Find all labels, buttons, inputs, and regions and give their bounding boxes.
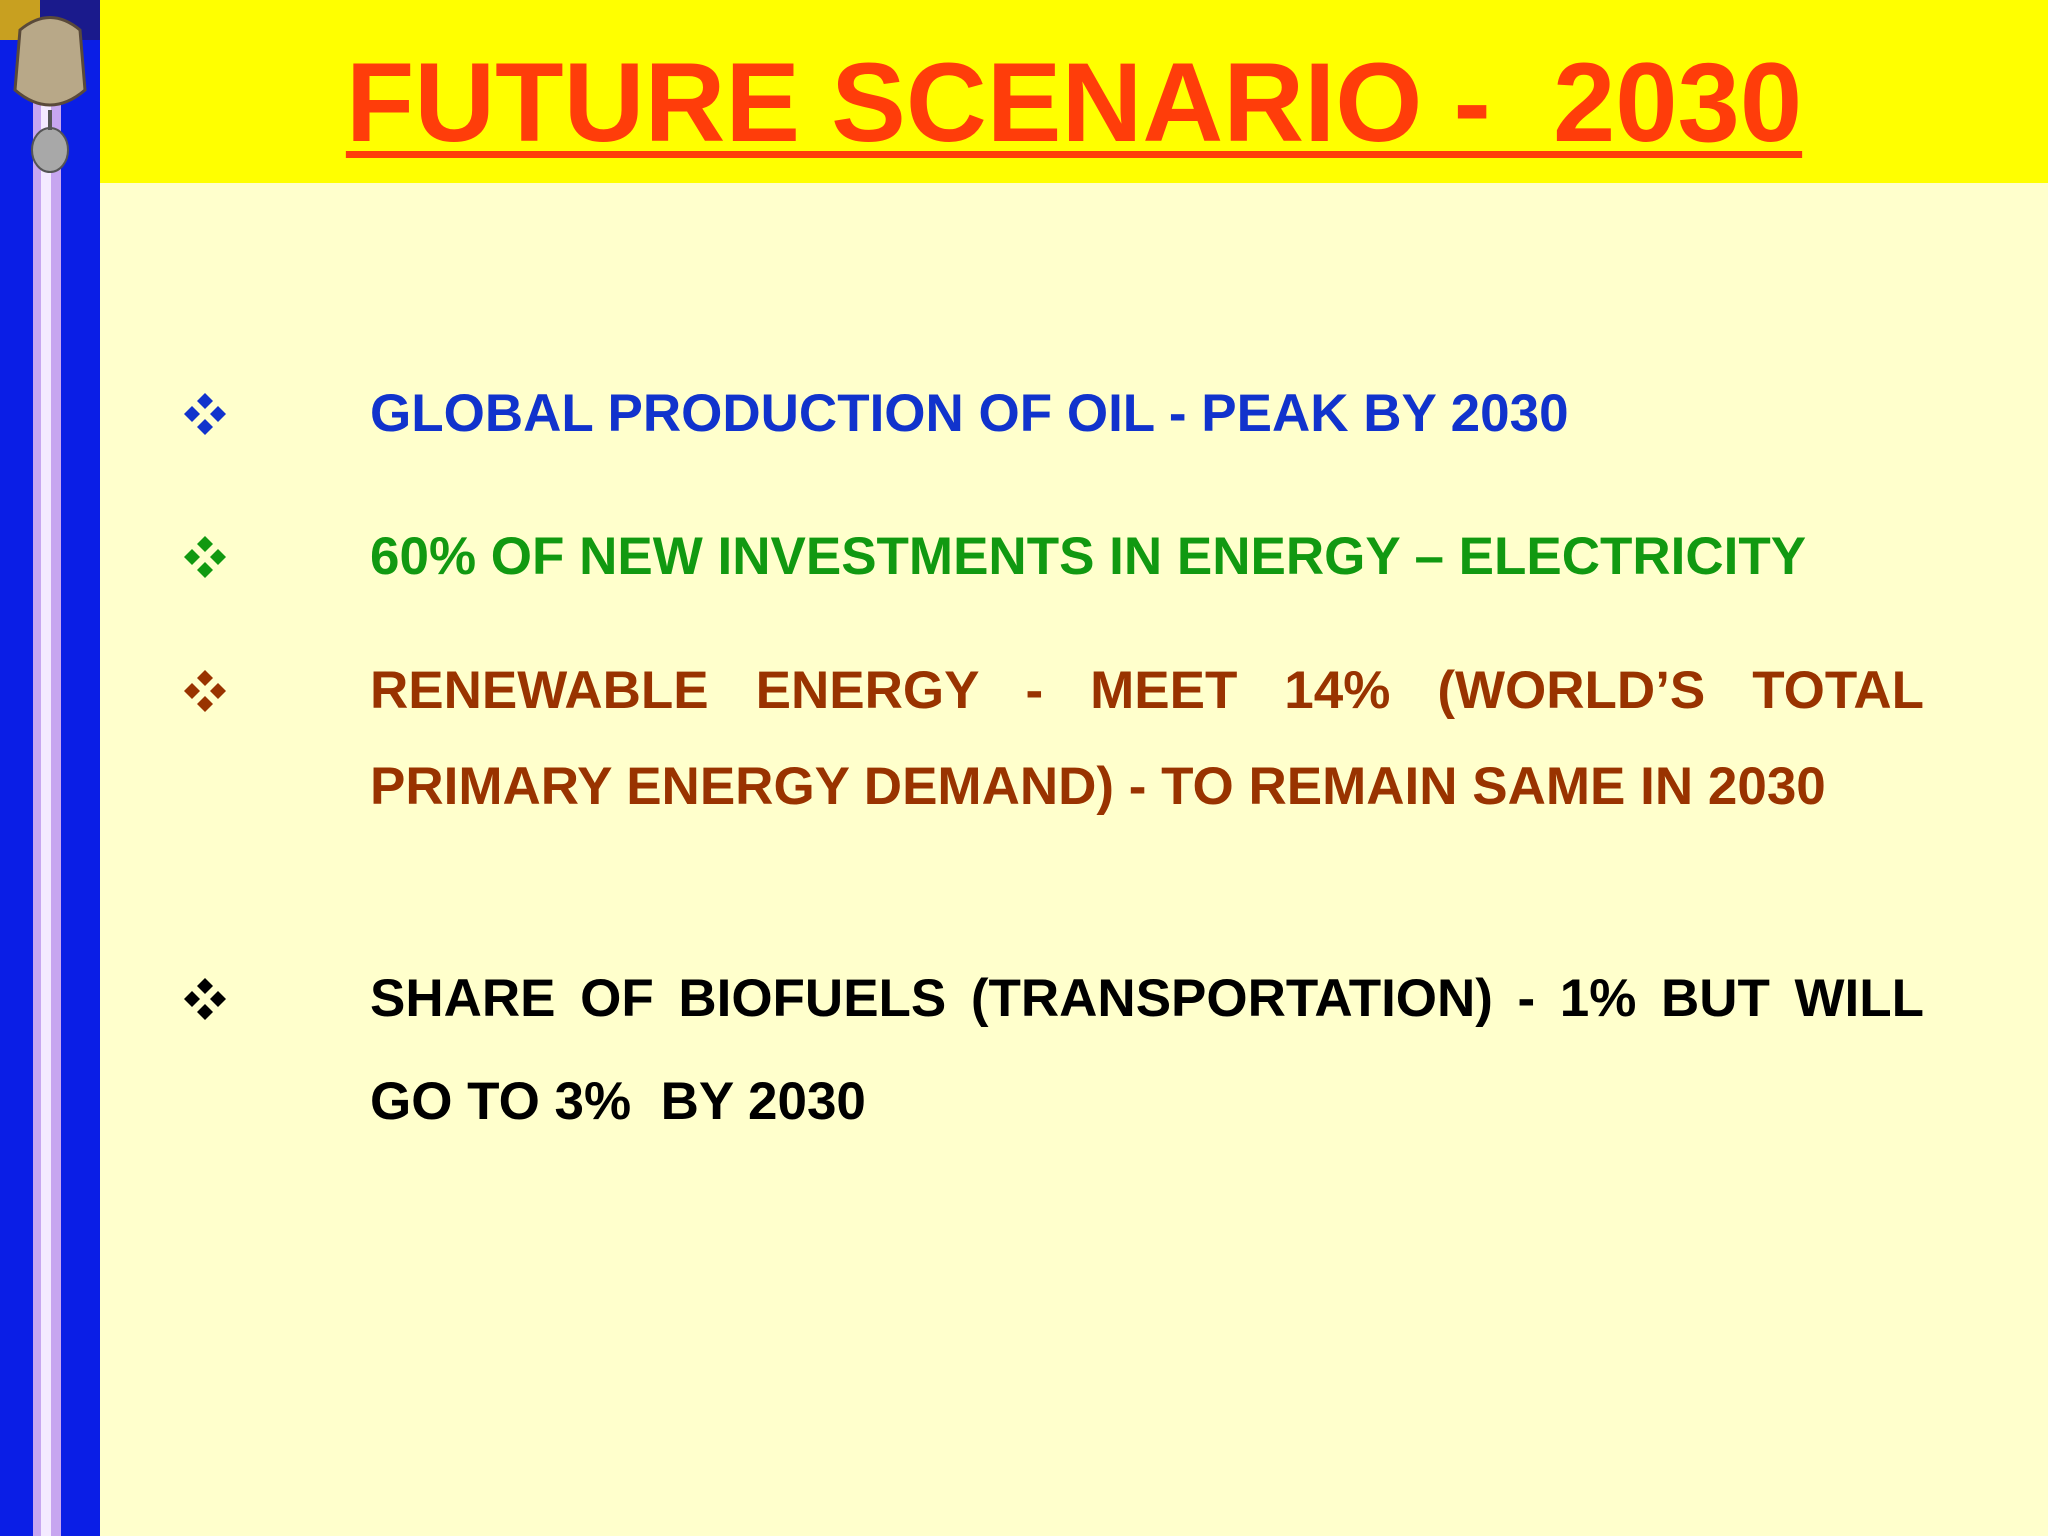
bullet-text: RENEWABLE ENERGY - MEET 14% (WORLD’S TOT… xyxy=(370,661,1939,816)
bullet-icon xyxy=(184,393,226,435)
stripe xyxy=(41,0,51,1536)
header-band xyxy=(100,0,2048,183)
bullet-icon xyxy=(184,536,226,578)
slide-title: FUTURE SCENARIO - 2030 xyxy=(345,40,1803,165)
stripe xyxy=(51,0,61,1536)
bullet-icon xyxy=(184,977,226,1020)
bullet-text: 60% OF NEW INVESTMENTS IN ENERGY – ELECT… xyxy=(370,527,1807,586)
emblem xyxy=(0,0,100,173)
stripe xyxy=(33,0,41,1536)
bullet-text: SHARE OF BIOFUELS (TRANSPORTATION) - 1% … xyxy=(370,969,1939,1131)
bullet-text: GLOBAL PRODUCTION OF OIL - PEAK BY 2030 xyxy=(370,384,1569,443)
side-bar xyxy=(0,0,100,1536)
bullet-icon xyxy=(184,670,226,712)
